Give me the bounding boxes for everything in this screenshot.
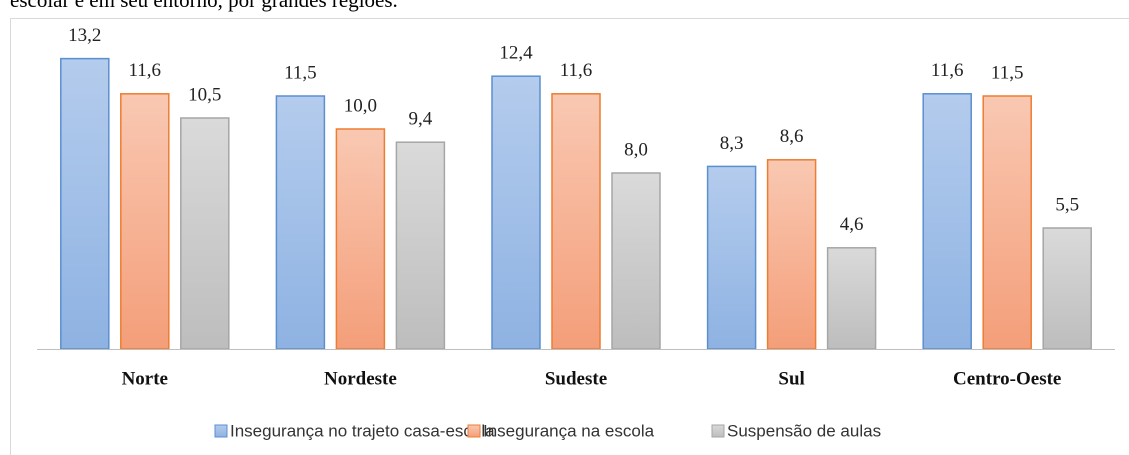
data-label: 4,6	[840, 214, 864, 235]
bar	[982, 95, 1032, 350]
bar	[180, 117, 230, 350]
data-label: 8,3	[720, 133, 744, 154]
bar	[275, 95, 326, 350]
legend-label: Insegurança no trajeto casa-escola	[230, 421, 495, 440]
data-label: 11,6	[560, 60, 593, 81]
data-label: 12,4	[499, 43, 533, 64]
data-label: 10,0	[344, 95, 377, 116]
x-tick-label: Sudeste	[545, 368, 607, 389]
bar	[551, 93, 601, 350]
data-label: 10,5	[188, 84, 221, 105]
bar	[395, 141, 446, 350]
data-label: 11,6	[931, 60, 964, 81]
data-label: 9,4	[409, 109, 433, 130]
data-label: 13,2	[68, 25, 101, 46]
bar	[335, 128, 386, 350]
bar	[60, 57, 110, 350]
data-label: 11,5	[284, 62, 317, 83]
data-label: 8,6	[780, 126, 804, 147]
data-label: 8,0	[624, 139, 648, 160]
chart-title: escolar e em seu entorno, por grandes re…	[10, 0, 398, 12]
bar	[922, 93, 972, 350]
legend-swatch	[711, 424, 725, 438]
bar	[766, 159, 817, 350]
x-tick-label: Nordeste	[324, 368, 397, 389]
x-tick-label: Centro-Oeste	[953, 368, 1061, 389]
bar	[826, 247, 877, 350]
legend-swatch	[214, 424, 228, 438]
bar	[491, 75, 541, 350]
legend-label: Suspensão de aulas	[727, 421, 881, 440]
bar	[1042, 227, 1092, 350]
x-tick-label: Norte	[122, 368, 168, 389]
bar	[611, 172, 661, 350]
bar	[120, 93, 170, 350]
legend-label: Insegurança na escola	[483, 421, 655, 440]
data-label: 5,5	[1055, 194, 1079, 215]
data-label: 11,6	[129, 60, 162, 81]
legend-swatch	[467, 424, 481, 438]
data-label: 11,5	[991, 62, 1024, 83]
x-tick-label: Sul	[778, 368, 804, 389]
bar	[706, 165, 757, 350]
